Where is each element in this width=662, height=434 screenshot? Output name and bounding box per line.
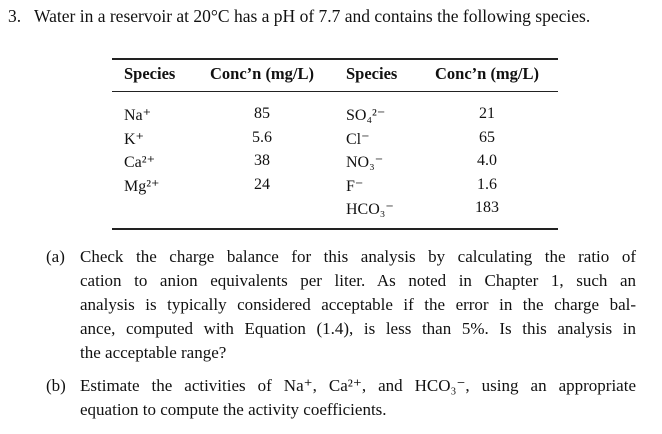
part-label: (a) bbox=[46, 247, 65, 266]
table-header-rule bbox=[112, 91, 558, 92]
concentration-cell: 5.6 bbox=[252, 128, 272, 146]
concentration-cell: 4.0 bbox=[477, 152, 497, 169]
part-line: ance, computed with Equation (1.4), is l… bbox=[80, 319, 636, 338]
species-cell: Ca²⁺ bbox=[124, 154, 156, 171]
concentration-cell: 24 bbox=[254, 175, 270, 193]
table-top-rule bbox=[112, 58, 558, 60]
question-part: (b) Estimate the activities of Na⁺, Ca²⁺,… bbox=[46, 374, 636, 422]
concentration-cell: 1.6 bbox=[477, 175, 497, 193]
table-header: Species bbox=[346, 64, 398, 83]
part-line: cation to anion equivalents per liter. A… bbox=[80, 271, 636, 290]
part-line: Check the charge balance for this analys… bbox=[80, 247, 636, 266]
problem-stem: 3. Water in a reservoir at 20°C has a pH … bbox=[8, 6, 590, 27]
table-header: Conc’n (mg/L) bbox=[434, 64, 540, 83]
part-line: Estimate the activities of Na⁺, Ca²⁺, an… bbox=[80, 376, 636, 395]
species-cell: HCO₃⁻ bbox=[346, 201, 394, 218]
concentration-cell: 38 bbox=[254, 152, 270, 169]
part-line: analysis is typically considered accepta… bbox=[80, 295, 636, 314]
species-cell: Mg²⁺ bbox=[124, 177, 160, 195]
question-part: (a) Check the charge balance for this ana… bbox=[46, 245, 636, 365]
species-cell: F⁻ bbox=[346, 177, 364, 195]
part-line: equation to compute the activity coeffic… bbox=[80, 400, 387, 419]
table-header: Species bbox=[124, 64, 176, 83]
table-header: Conc’n (mg/L) bbox=[209, 64, 315, 83]
concentration-cell: 85 bbox=[254, 105, 270, 122]
concentration-cell: 65 bbox=[479, 128, 495, 146]
concentration-cell: 21 bbox=[479, 105, 495, 122]
species-cell: K⁺ bbox=[124, 130, 144, 148]
part-label: (b) bbox=[46, 376, 66, 395]
species-cell: SO₄²⁻ bbox=[346, 107, 386, 124]
concentration-cell: 183 bbox=[475, 199, 499, 216]
table-bottom-rule bbox=[112, 228, 558, 230]
species-cell: NO₃⁻ bbox=[346, 154, 384, 171]
species-cell: Cl⁻ bbox=[346, 130, 370, 148]
species-cell: Na⁺ bbox=[124, 107, 152, 124]
problem-number: 3. bbox=[8, 6, 22, 26]
part-line: the acceptable range? bbox=[80, 343, 227, 362]
problem-text: Water in a reservoir at 20°C has a pH of… bbox=[34, 6, 591, 26]
